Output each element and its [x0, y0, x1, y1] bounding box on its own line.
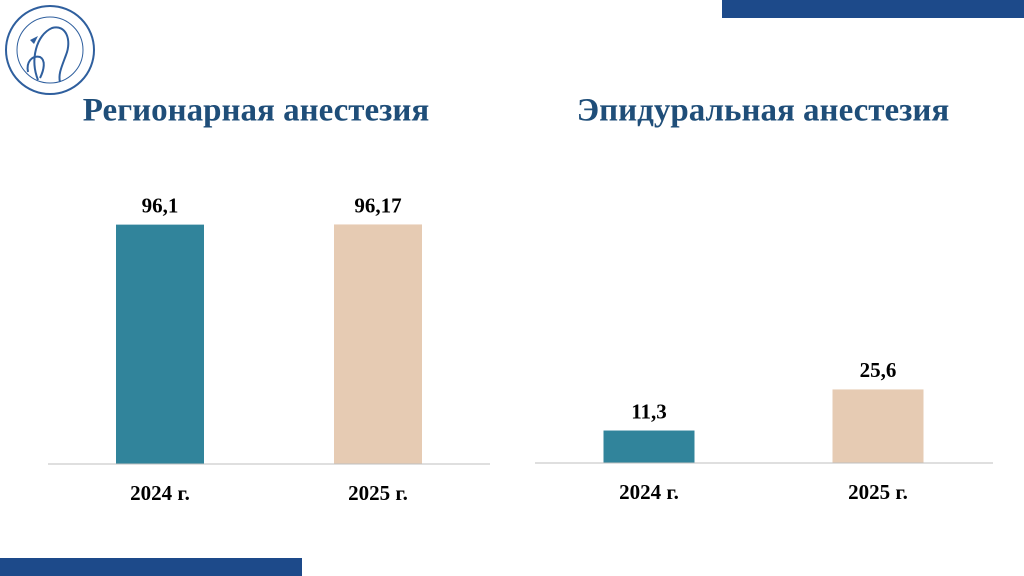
bar [832, 389, 924, 463]
bottom-band [0, 558, 302, 576]
bar [334, 224, 422, 464]
chart-title: Эпидуральная анестезия [577, 93, 950, 129]
logo [5, 5, 95, 95]
x-tick-label: 2024 г. [619, 480, 679, 504]
data-label: 96,17 [354, 193, 401, 217]
x-tick-label: 2025 г. [348, 481, 408, 505]
x-tick-label: 2024 г. [130, 481, 190, 505]
bar [603, 430, 695, 463]
bar [116, 224, 204, 464]
data-label: 25,6 [860, 358, 897, 382]
top-band [722, 0, 1024, 18]
data-label: 11,3 [631, 399, 667, 423]
chart-title: Регионарная анестезия [83, 93, 430, 129]
x-tick-label: 2025 г. [848, 480, 908, 504]
data-label: 96,1 [142, 193, 179, 217]
